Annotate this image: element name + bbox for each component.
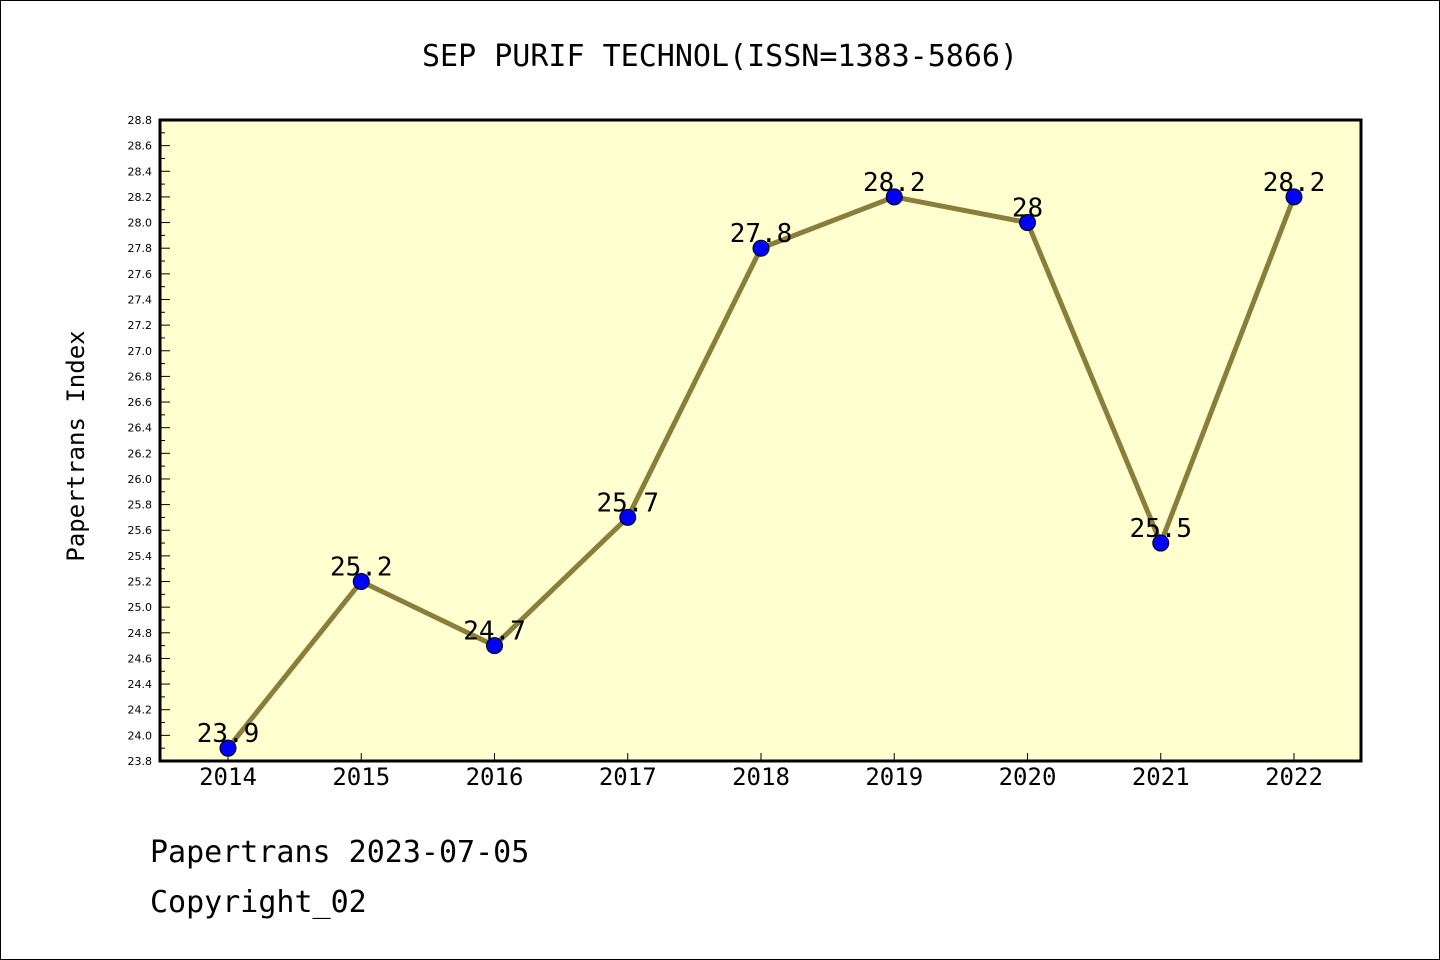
y-tick-label: 24.8: [128, 627, 153, 640]
x-tick-label: 2021: [1132, 763, 1190, 791]
x-tick-label: 2022: [1265, 763, 1323, 791]
y-axis-label: Papertrans Index: [62, 330, 90, 561]
x-tick-label: 2019: [865, 763, 923, 791]
chart-title: SEP PURIF TECHNOL(ISSN=1383-5866): [422, 39, 1018, 74]
data-point-marker: [486, 637, 503, 655]
x-tick-label: 2017: [599, 763, 657, 791]
x-tick-label: 2015: [332, 763, 390, 791]
plot-area: [158, 118, 1363, 763]
y-tick-label: 24.2: [128, 704, 153, 717]
y-tick-label: 28.0: [128, 217, 153, 230]
y-tick-label: 24.6: [128, 652, 153, 665]
data-label: 23.9: [197, 719, 260, 749]
x-tick-label: 2016: [466, 763, 524, 791]
y-tick-label: 26.0: [128, 473, 153, 486]
data-label: 28.2: [863, 168, 926, 198]
series-group: [219, 188, 1303, 757]
footer-copyright: Copyright_02: [150, 885, 367, 920]
data-point-marker: [885, 188, 903, 206]
x-tick-label: 2020: [999, 763, 1057, 791]
y-tick-label: 26.4: [128, 422, 153, 435]
y-tick-label: 27.4: [128, 293, 153, 306]
data-label: 27.8: [730, 219, 793, 249]
y-tick-label: 28.4: [128, 165, 153, 178]
x-tick-label: 2018: [732, 763, 790, 791]
y-tick-label: 24.0: [128, 729, 153, 742]
data-point-marker: [1152, 534, 1170, 552]
data-label: 25.7: [596, 488, 659, 518]
y-tick-label: 27.8: [128, 242, 153, 255]
y-tick-label: 27.2: [128, 319, 153, 332]
data-point-marker: [752, 239, 770, 257]
data-label: 28: [1012, 194, 1043, 224]
y-tick-label: 25.2: [128, 576, 153, 589]
y-tick-label: 27.6: [128, 268, 153, 281]
data-point-marker: [1285, 188, 1303, 206]
y-tick-label: 25.8: [128, 499, 153, 512]
y-tick-label: 28.8: [128, 114, 153, 127]
y-tick-label: 25.0: [128, 601, 153, 614]
data-label: 24.7: [463, 617, 526, 647]
y-tick-label: 23.8: [128, 755, 153, 768]
data-point-marker: [619, 508, 637, 526]
x-tick-label: 2014: [199, 763, 257, 791]
y-tick-label: 24.4: [128, 678, 153, 691]
y-tick-label: 26.2: [128, 447, 153, 460]
y-tick-label: 26.6: [128, 396, 153, 409]
y-tick-label: 25.4: [128, 550, 153, 563]
y-tick-label: 28.2: [128, 191, 153, 204]
data-labels-group: 23.9 25.2 24.7 25.7 27.8 28.2 28 25.5 28.2: [197, 168, 1326, 749]
x-axis: 2014 2015 2016 2017 2018 2019 2020 2021 2022: [199, 753, 1323, 791]
footer-date: Papertrans 2023-07-05: [150, 835, 530, 870]
y-tick-label: 28.6: [128, 140, 153, 153]
data-label: 25.5: [1129, 514, 1192, 544]
y-tick-label: 27.0: [128, 345, 153, 358]
y-axis: 23.8 24.0 24.2 24.4 24.6 24.8 25.0 25.2 25.4 25.6…: [128, 114, 170, 768]
data-label: 28.2: [1263, 168, 1326, 198]
data-point-marker: [352, 573, 370, 591]
y-tick-label: 26.8: [128, 370, 153, 383]
y-tick-label: 25.6: [128, 524, 153, 537]
data-label: 25.2: [330, 553, 393, 583]
data-point-marker: [219, 739, 237, 757]
data-point-marker: [1019, 214, 1036, 232]
